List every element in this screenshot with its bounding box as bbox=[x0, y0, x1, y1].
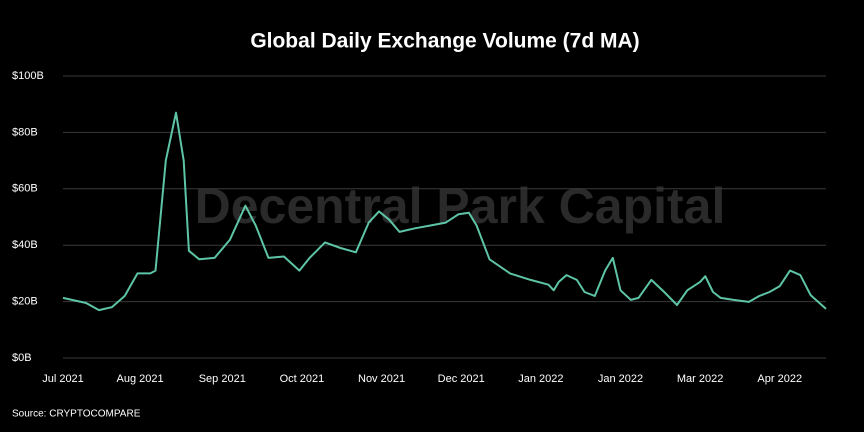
x-tick-label: Aug 2021 bbox=[117, 373, 164, 385]
chart-title: Global Daily Exchange Volume (7d MA) bbox=[250, 30, 639, 53]
x-tick-label: Apr 2022 bbox=[757, 373, 802, 385]
x-tick-label: Jul 2021 bbox=[42, 373, 84, 385]
y-tick-label: $80B bbox=[12, 126, 38, 138]
x-tick-label: Jan 2022 bbox=[518, 373, 563, 385]
line bbox=[62, 111, 827, 312]
x-tick-label: Dec 2021 bbox=[438, 373, 485, 385]
x-tick-label: Mar 2022 bbox=[677, 373, 723, 385]
y-tick-label: $60B bbox=[12, 183, 38, 195]
x-tick-label: Nov 2021 bbox=[358, 373, 405, 385]
y-tick-label: $100B bbox=[12, 70, 44, 82]
y-tick-label: $40B bbox=[12, 239, 38, 251]
y-tick-label: $0B bbox=[12, 352, 32, 364]
source: Source: CRYPTOCOMPARE bbox=[12, 409, 141, 420]
x-tick-label: Oct 2021 bbox=[280, 373, 325, 385]
y-tick-label: $20B bbox=[12, 296, 38, 308]
x-tick-label: Jan 2022 bbox=[598, 373, 643, 385]
watermark: Decentral Park Capital bbox=[195, 178, 726, 234]
x-tick-label: Sep 2021 bbox=[199, 373, 246, 385]
